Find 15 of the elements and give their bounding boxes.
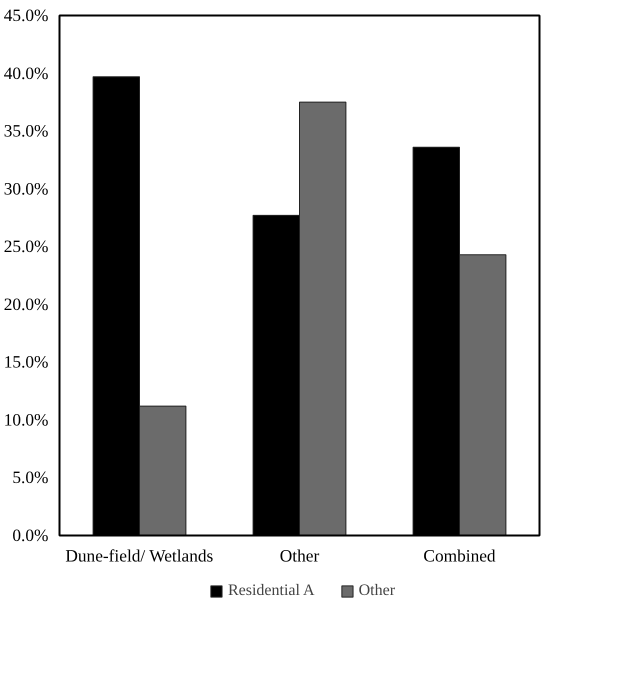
y-tick-label: 30.0% [4, 179, 49, 198]
x-tick-label: Dune-field/ Wetlands [65, 546, 214, 566]
y-tick-label: 40.0% [4, 64, 49, 83]
y-tick-label: 45.0% [4, 6, 49, 25]
y-tick-label: 15.0% [4, 352, 49, 372]
y-tick-label: 10.0% [4, 410, 49, 430]
y-tick-label: 35.0% [4, 122, 49, 141]
x-tick-label: Other [280, 546, 320, 566]
legend-label: Other [358, 582, 396, 600]
y-tick-label: 20.0% [4, 294, 49, 314]
legend-label: Residential A [228, 582, 315, 600]
y-tick-label: 25.0% [4, 237, 49, 256]
x-tick-label: Combined [423, 546, 496, 566]
y-tick-label: 0.0% [12, 526, 49, 545]
y-tick-label: 5.0% [12, 468, 49, 488]
